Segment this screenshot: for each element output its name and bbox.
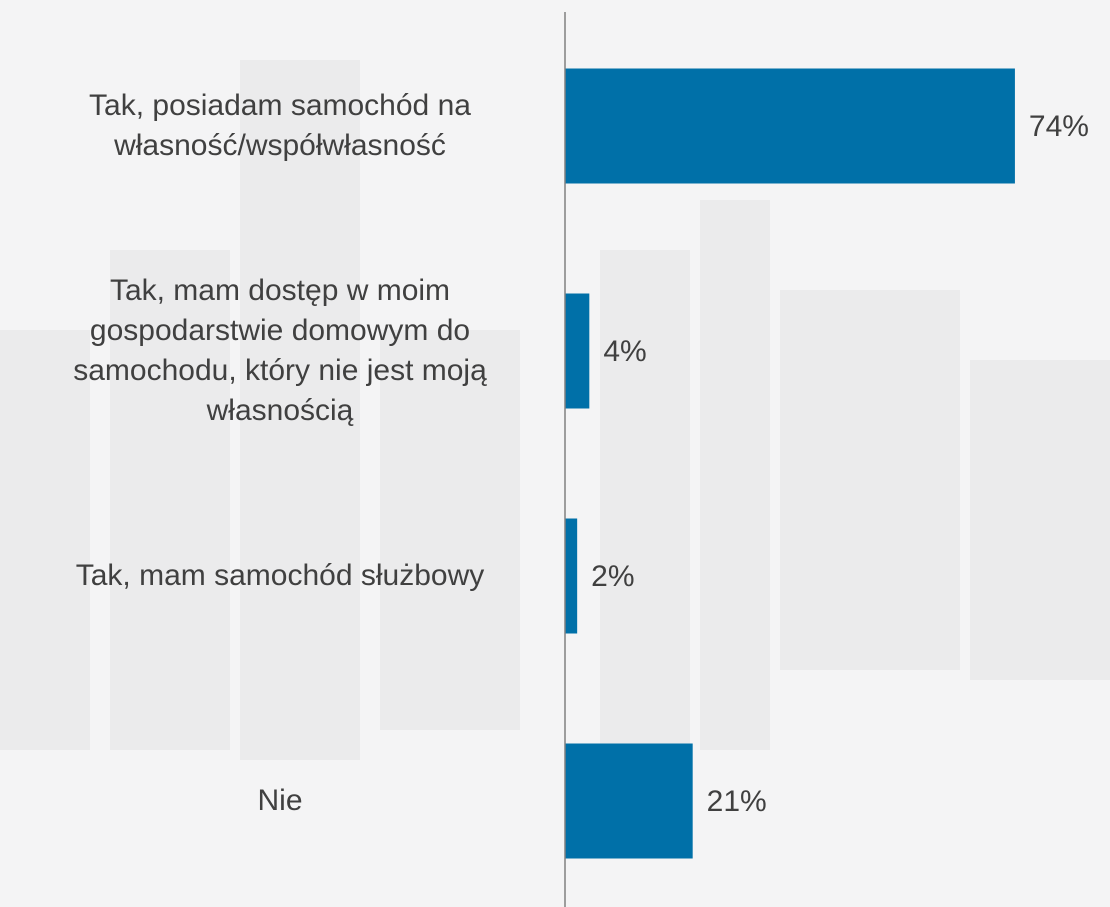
bar [565,68,1015,184]
value-label: 2% [591,560,634,593]
background-skyline [0,60,1110,760]
value-label: 21% [707,785,767,818]
bar [565,743,693,859]
category-label: Tak, mam samochód służbowy [75,559,485,592]
value-label: 4% [603,335,646,368]
category-label: Tak, mam dostęp w moim gospodarstwie dom… [73,274,487,427]
category-label: Nie [257,784,303,817]
category-label: Tak, posiadam samochód na własność/współ… [89,89,471,162]
bar [565,518,578,634]
bar [565,293,590,409]
value-label: 74% [1029,110,1089,143]
